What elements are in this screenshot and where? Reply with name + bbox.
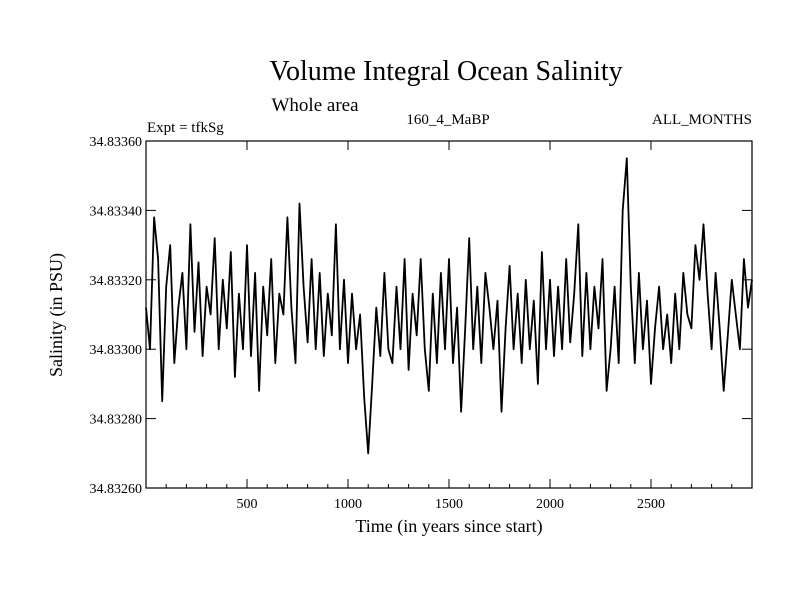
x-axis-label: Time (in years since start)	[355, 516, 542, 537]
x-axis-ticks: 500 1000 1500 2000 2500	[165, 141, 733, 512]
chart-subtitle: Whole area	[271, 95, 359, 116]
x-tick-label: 500	[237, 497, 258, 512]
y-tick-label: 34.83300	[90, 343, 143, 358]
y-tick-label: 34.83280	[90, 413, 143, 428]
annotation-period: 160_4_MaBP	[406, 112, 489, 128]
data-series	[145, 157, 753, 455]
x-tick-label: 2000	[536, 497, 564, 512]
series-line-salinity	[145, 157, 753, 455]
y-tick-label: 34.83260	[90, 482, 143, 497]
y-tick-label: 34.83340	[90, 204, 143, 219]
x-tick-label: 2500	[637, 497, 665, 512]
y-tick-label: 34.83320	[90, 274, 143, 289]
x-tick-label: 1000	[334, 497, 362, 512]
annotation-months: ALL_MONTHS	[652, 112, 752, 128]
x-tick-label: 1500	[435, 497, 463, 512]
y-axis-ticks: 34.83260 34.83280 34.83300 34.83320 34.83340…	[90, 135, 752, 497]
y-axis-label: Salinity (in PSU)	[46, 253, 67, 377]
annotation-experiment: Expt = tfkSg	[147, 120, 224, 136]
y-tick-label: 34.83360	[90, 135, 143, 150]
chart-title: Volume Integral Ocean Salinity	[269, 56, 622, 87]
